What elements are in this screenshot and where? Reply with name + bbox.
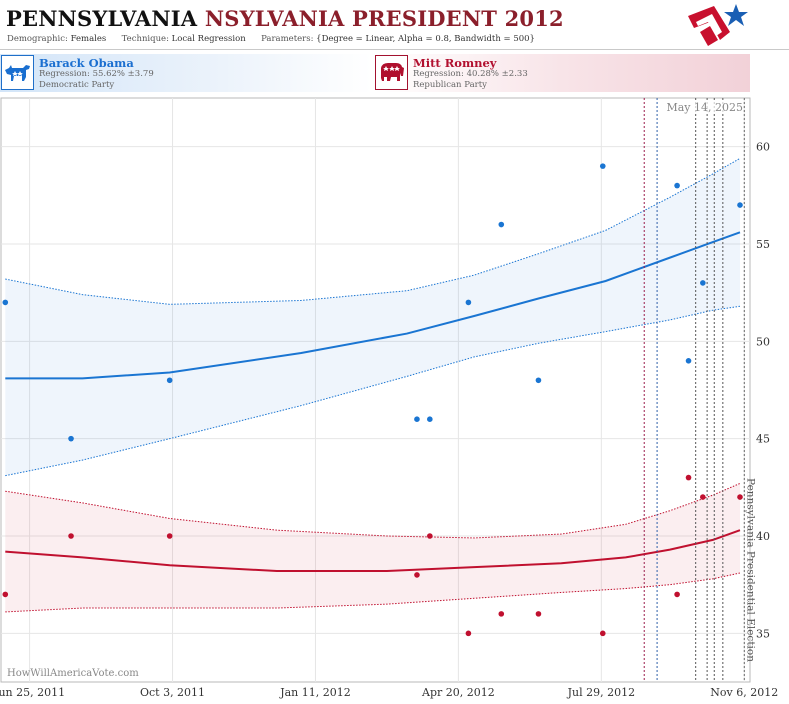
star-flag-logo-icon [688,4,748,46]
poll-chart-svg: Jun 25, 2011 Oct 3, 2011 Jan 11, 2012 Apr 2… [0,97,778,699]
title-rest: NSYLVANIA PRESIDENT 2012 [204,6,564,31]
candidate-obama: Barack Obama Regression: 55.62% ±3.79 De… [0,54,372,92]
page-header: PENNSYLVANIA NSYLVANIA PRESIDENT 2012 De… [0,0,789,50]
poll-point [498,611,505,617]
poll-point [427,533,433,539]
poll-point [737,494,743,500]
upper-bound-line [5,482,741,539]
candidate-name: Barack Obama [39,56,134,70]
x-tick-label: Nov 6, 2012 [710,686,778,699]
candidate-romney: Mitt Romney Regression: 40.28% ±2.33 Rep… [374,54,750,92]
candidate-party: Democratic Party [39,79,115,90]
x-tick-label: Jan 11, 2012 [279,686,351,699]
x-tick-label: Oct 3, 2011 [140,686,205,699]
poll-point [599,163,606,169]
poll-chart: Jun 25, 2011 Oct 3, 2011 Jan 11, 2012 Apr 2… [0,96,789,704]
parameters-label: Parameters: [261,34,314,44]
poll-point [465,630,472,637]
poll-point [414,416,420,423]
candidate-name: Mitt Romney [413,56,497,70]
poll-point [414,572,420,578]
y-tick-label: 45 [756,433,770,446]
poll-point [700,280,706,286]
y-tick-label: 35 [756,627,770,640]
regression-line [5,231,741,380]
poll-point [700,494,706,500]
poll-point [166,533,173,539]
poll-point [68,533,74,539]
poll-point [427,416,433,423]
poll-point [2,591,9,598]
y-tick-label: 40 [756,530,770,543]
x-tick-label: Apr 20, 2012 [421,686,495,699]
x-tick-label: Jul 29, 2012 [567,686,636,699]
candidate-regression: Regression: 55.62% ±3.79 [39,69,154,79]
poll-point [685,358,692,364]
donkey-icon [1,55,34,90]
poll-point [685,474,692,481]
poll-point [535,611,542,617]
candidate-regression: Regression: 40.28% ±2.33 [413,69,528,79]
poll-point [535,377,542,384]
y-tick-label: 60 [756,141,770,154]
parameters-value: {Degree = Linear, Alpha = 0.8, Bandwidth… [316,34,535,44]
poll-point [498,221,505,228]
x-tick-label: Jun 25, 2011 [0,686,65,699]
poll-point [674,591,680,598]
poll-point [465,299,472,306]
title-state: PENNSYLVANIA [6,6,198,31]
watermark: HowWillAmericaVote.com [7,668,139,679]
confidence-band [5,158,740,476]
poll-point [166,377,173,384]
elephant-icon [375,55,408,90]
plot-area [0,97,751,683]
poll-point [599,630,606,637]
confidence-band [5,483,740,612]
poll-point [68,435,74,442]
technique-value: Local Regression [171,34,246,44]
lower-bound-line [5,572,741,613]
candidate-info: Regression: 40.28% ±2.33 Republican Part… [413,69,528,90]
poll-point [674,182,680,189]
date-stamp: May 14, 2025 [666,101,743,114]
regression-line [5,529,741,573]
parameters-line: Demographic: Females Technique: Local Re… [7,34,535,44]
poll-point [2,299,9,306]
technique-label: Technique: [121,34,169,44]
poll-point [737,202,743,208]
demographic-value: Females [70,34,107,44]
y-tick-label: 55 [756,238,770,251]
y-tick-label: 50 [756,335,770,348]
page-title: PENNSYLVANIA NSYLVANIA PRESIDENT 2012 [6,6,564,31]
demographic-label: Demographic: [7,34,68,44]
election-day-label: Pennsylvania Presidential Election [744,478,756,662]
lower-bound-line [5,305,741,477]
candidate-party: Republican Party [413,79,487,90]
candidate-info: Regression: 55.62% ±3.79 Democratic Part… [39,69,154,90]
